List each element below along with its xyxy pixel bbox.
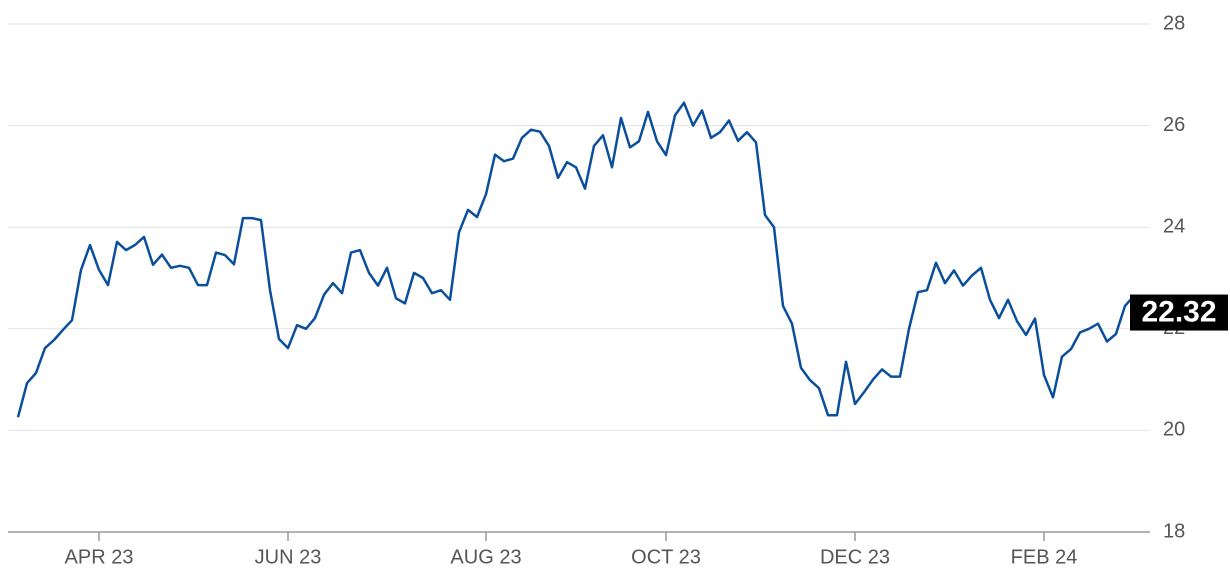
x-tick-label: AUG 23 bbox=[450, 546, 521, 568]
x-tick-label: JUN 23 bbox=[255, 546, 322, 568]
x-tick-label: APR 23 bbox=[65, 546, 134, 568]
price-line bbox=[16, 101, 1145, 418]
y-tick-label: 18 bbox=[1163, 520, 1185, 542]
y-tick-label: 26 bbox=[1163, 114, 1185, 136]
x-tick-label: FEB 24 bbox=[1011, 546, 1078, 568]
x-tick-label: DEC 23 bbox=[820, 546, 890, 568]
y-tick-label: 24 bbox=[1163, 215, 1185, 237]
x-tick-label: OCT 23 bbox=[631, 546, 701, 568]
y-tick-label: 28 bbox=[1163, 12, 1185, 34]
last-value-box bbox=[1130, 294, 1228, 331]
y-tick-label: 20 bbox=[1163, 419, 1185, 441]
last-value-label: 22.32 bbox=[1141, 295, 1216, 328]
